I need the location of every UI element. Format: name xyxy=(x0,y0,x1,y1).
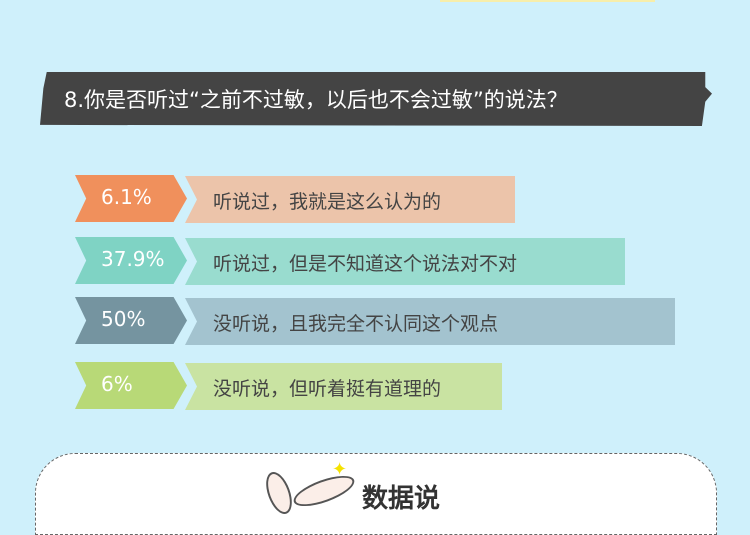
sparkle-icon: ✦ xyxy=(332,459,348,480)
option-label: 没听说，但听着挺有道理的 xyxy=(213,378,442,400)
option-label-bar: 听说过，但是不知道这个说法对不对 xyxy=(185,238,625,285)
percent-value: 6.1% xyxy=(101,185,152,209)
top-banner-edge xyxy=(440,0,655,2)
option-label: 听说过，但是不知道这个说法对不对 xyxy=(213,253,518,275)
percent-tag: 50% xyxy=(75,297,187,344)
percent-value: 37.9% xyxy=(101,247,165,271)
option-label: 没听说，且我完全不认同这个观点 xyxy=(213,313,499,335)
percent-tag: 6% xyxy=(75,362,187,409)
option-label-bar: 没听说，且我完全不认同这个观点 xyxy=(185,298,675,345)
question-text: 8.你是否听过“之前不过敏，以后也不会过敏”的说法？ xyxy=(64,88,568,112)
question-banner: 8.你是否听过“之前不过敏，以后也不会过敏”的说法？ xyxy=(40,72,712,126)
percent-value: 50% xyxy=(101,307,146,331)
option-label: 听说过，我就是这么认为的 xyxy=(213,191,442,213)
percent-tag: 37.9% xyxy=(75,237,187,284)
option-label-bar: 没听说，但听着挺有道理的 xyxy=(185,363,502,410)
section-title: 数据说 xyxy=(362,484,441,514)
option-label-bar: 听说过，我就是这么认为的 xyxy=(185,176,515,223)
percent-value: 6% xyxy=(101,372,133,396)
percent-tag: 6.1% xyxy=(75,175,187,222)
